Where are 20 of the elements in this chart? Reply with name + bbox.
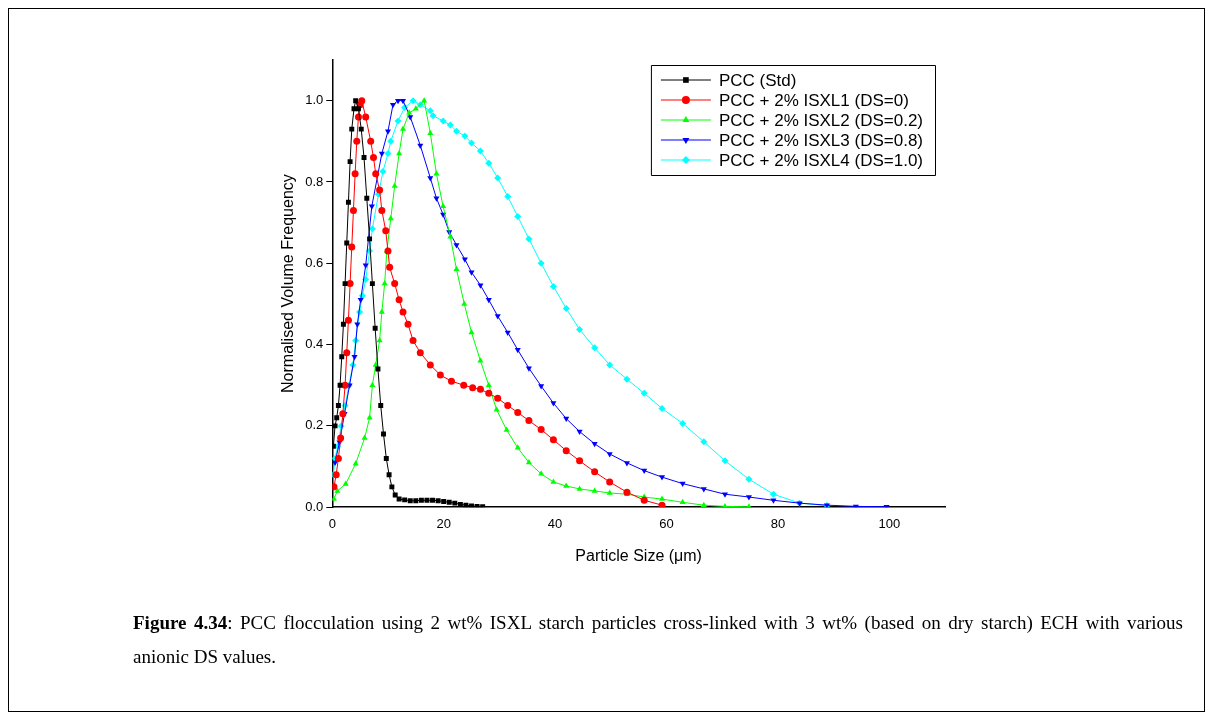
y-tick-label: 1.0: [305, 92, 324, 108]
y-axis-title: Normalised Volume Frequency: [279, 174, 297, 393]
legend-label: PCC + 2% ISXL2 (DS=0.2): [718, 110, 923, 130]
y-tick-label: 0.6: [305, 254, 324, 270]
x-axis-title: Particle Size (μm): [575, 546, 702, 564]
legend-label: PCC + 2% ISXL1 (DS=0): [718, 90, 909, 110]
y-tick-label: 0.2: [305, 417, 324, 433]
y-tick-label: 0.0: [305, 498, 324, 514]
legend-label: PCC + 2% ISXL4 (DS=1.0): [718, 150, 923, 170]
x-tick-label: 100: [878, 515, 901, 531]
x-tick-label: 0: [328, 515, 336, 531]
x-tick-label: 60: [659, 515, 674, 531]
x-tick-label: 40: [547, 515, 563, 531]
x-tick-label: 80: [770, 515, 786, 531]
y-tick-label: 0.8: [305, 173, 324, 189]
caption: Figure 4.34: PCC flocculation using 2 wt% ISXL starch particles cross-linked with 3 wt% (based on dry starch) ECH with various anionic DS values.: [133, 611, 1183, 669]
legend-label: PCC (Std): [718, 70, 797, 90]
legend-label: PCC + 2% ISXL3 (DS=0.8): [718, 130, 923, 150]
x-tick-label: 20: [436, 515, 451, 531]
y-tick-label: 0.4: [305, 336, 324, 352]
